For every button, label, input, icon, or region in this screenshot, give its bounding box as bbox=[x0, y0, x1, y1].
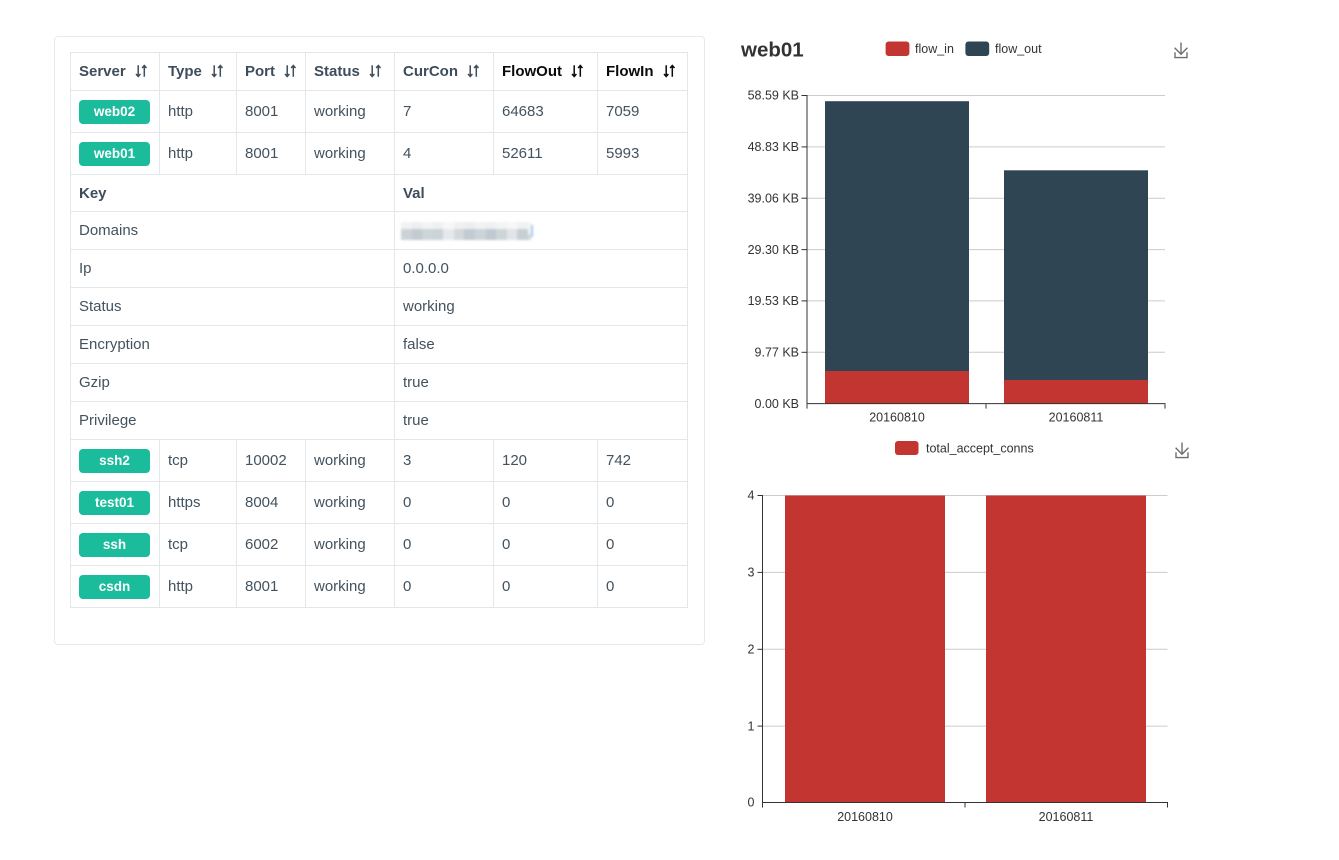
svg-text:19.53 KB: 19.53 KB bbox=[748, 294, 799, 308]
svg-text:0.00 KB: 0.00 KB bbox=[755, 397, 799, 411]
svg-text:20160810: 20160810 bbox=[837, 810, 893, 824]
svg-text:20160810: 20160810 bbox=[869, 411, 925, 425]
svg-text:9.77 KB: 9.77 KB bbox=[755, 346, 799, 360]
svg-text:48.83 KB: 48.83 KB bbox=[748, 140, 799, 154]
svg-text:flow_in: flow_in bbox=[915, 42, 954, 56]
svg-text:29.30 KB: 29.30 KB bbox=[748, 243, 799, 257]
svg-text:20160811: 20160811 bbox=[1039, 810, 1094, 824]
svg-text:2: 2 bbox=[748, 643, 755, 657]
svg-text:39.06 KB: 39.06 KB bbox=[748, 191, 799, 205]
svg-text:1: 1 bbox=[748, 719, 755, 733]
svg-text:0: 0 bbox=[748, 796, 755, 810]
svg-text:4: 4 bbox=[748, 489, 755, 503]
svg-text:3: 3 bbox=[748, 566, 755, 580]
svg-text:web01: web01 bbox=[740, 39, 804, 62]
svg-text:flow_out: flow_out bbox=[995, 42, 1042, 56]
svg-text:total_accept_conns: total_accept_conns bbox=[926, 442, 1034, 456]
svg-text:58.59 KB: 58.59 KB bbox=[748, 89, 799, 103]
svg-text:20160811: 20160811 bbox=[1049, 411, 1104, 425]
